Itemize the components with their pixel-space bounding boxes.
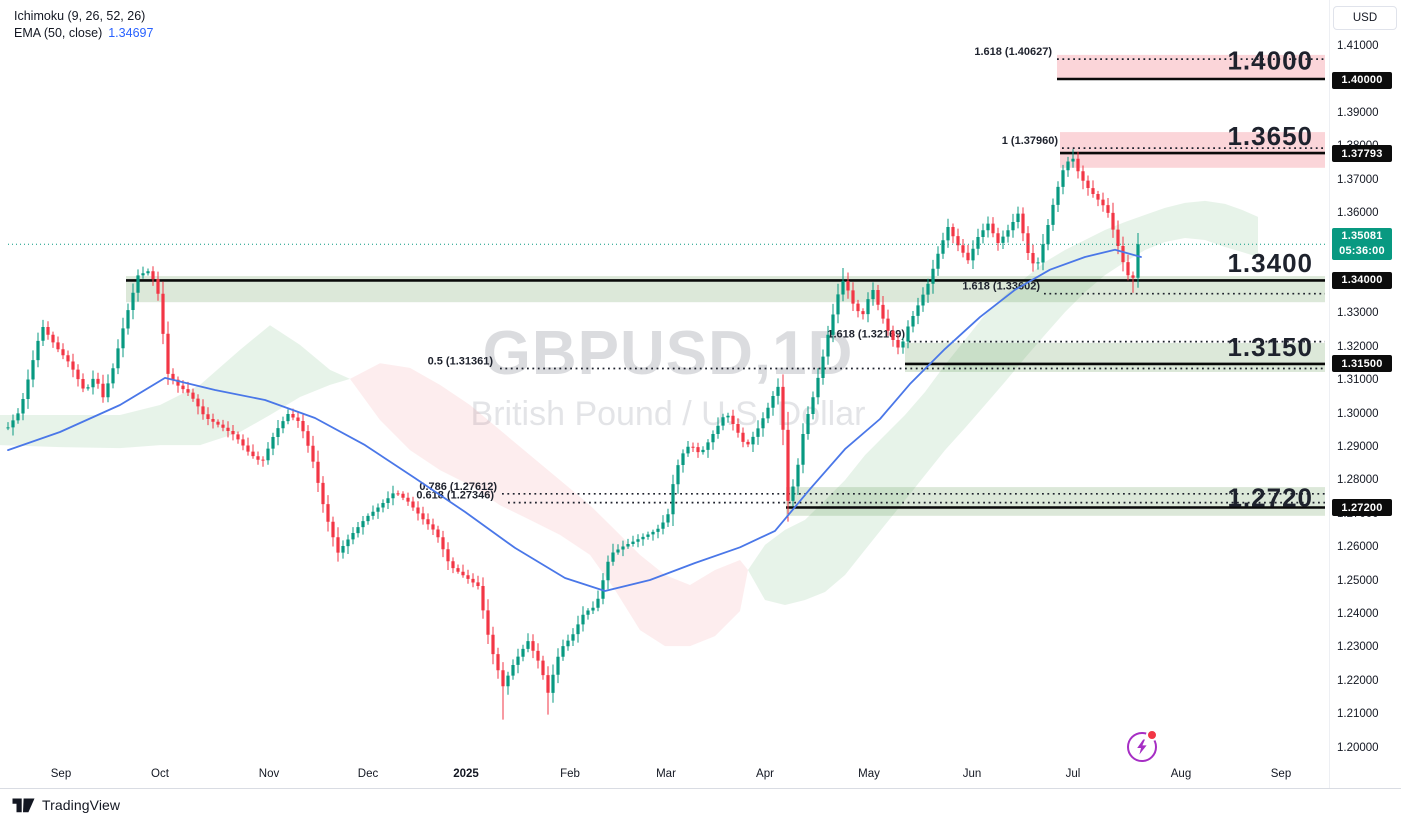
time-axis[interactable]: Sep Oct Nov Dec 2025 Feb Mar Apr May Jun Jul Aug Sep <box>0 762 1329 788</box>
last-price-tag: 1.35081 05:36:00 <box>1332 228 1392 261</box>
price-axis-label: 1.24000 <box>1337 607 1379 620</box>
alert-lightning-button[interactable] <box>1124 729 1160 765</box>
month-label-Sep: Sep <box>1270 768 1292 780</box>
price-axis[interactable]: USD 1.20000 1.21000 1.22000 1.23000 1.24000 1… <box>1329 0 1401 788</box>
month-label-Feb: Feb <box>560 768 580 780</box>
legend-ichimoku[interactable]: Ichimoku (9, 26, 52, 26) <box>14 8 153 25</box>
month-label-Mar: Mar <box>656 768 676 780</box>
price-tag-1.31500: 1.31500 <box>1332 355 1392 373</box>
zone-band-1.3150 <box>905 342 1325 372</box>
zone-label-1.3150: 1.3150 <box>1227 332 1313 362</box>
fib-label-1.33602: 1.618 (1.33602) <box>962 281 1040 293</box>
price-axis-label: 1.30000 <box>1337 407 1379 420</box>
month-label-Aug: Aug <box>1170 768 1192 780</box>
price-tag-1.40000: 1.40000 <box>1332 71 1392 89</box>
ema-label: EMA (50, close) <box>14 26 103 40</box>
fib-label-1.32169: 1.618 (1.32169) <box>827 329 905 341</box>
price-tag-1.37793: 1.37793 <box>1332 145 1392 163</box>
alert-red-dot <box>1146 729 1158 741</box>
zone-label-1.3400: 1.3400 <box>1227 248 1313 278</box>
fib-label-1.3796: 1 (1.37960) <box>1002 135 1059 147</box>
chart-plot-area[interactable]: GBPUSD,1D British Pound / U.S. Dollar 1.… <box>0 0 1329 788</box>
price-axis-label: 1.32000 <box>1337 340 1379 353</box>
bar-countdown: 05:36:00 <box>1339 245 1385 258</box>
tradingview-logo-icon <box>12 798 35 812</box>
price-axis-label: 1.28000 <box>1337 474 1379 487</box>
ema-value: 1.34697 <box>108 26 154 40</box>
zone-band-1.3650 <box>1060 132 1325 168</box>
zone-label-1.2720: 1.2720 <box>1227 483 1313 513</box>
zone-band-1.2720 <box>786 487 1325 516</box>
fib-label-1.27612: 0.786 (1.27612) <box>419 481 497 493</box>
fib-label-1.31361: 0.5 (1.31361) <box>428 356 494 368</box>
price-axis-label: 1.41000 <box>1337 40 1379 53</box>
price-tag-1.34000: 1.34000 <box>1332 271 1392 289</box>
price-axis-label: 1.37000 <box>1337 173 1379 186</box>
ichimoku-label: Ichimoku (9, 26, 52, 26) <box>14 9 146 23</box>
legend-ema[interactable]: EMA (50, close) 1.34697 <box>14 25 153 42</box>
month-label-Jul: Jul <box>1065 768 1081 780</box>
month-label-Apr: Apr <box>756 768 774 780</box>
price-axis-label: 1.31000 <box>1337 374 1379 387</box>
month-label-Sep: Sep <box>50 768 72 780</box>
price-axis-label: 1.26000 <box>1337 541 1379 554</box>
price-tag-1.27200: 1.27200 <box>1332 499 1392 517</box>
price-axis-label: 1.39000 <box>1337 106 1379 119</box>
zone-label-1.3650: 1.3650 <box>1227 121 1313 151</box>
price-axis-label: 1.22000 <box>1337 674 1379 687</box>
month-label-2025: 2025 <box>453 768 479 780</box>
ichimoku-cloud-green-2 <box>748 200 1258 605</box>
month-label-Oct: Oct <box>151 768 169 780</box>
lightning-icon <box>1127 732 1157 762</box>
zone-label-1.4000: 1.4000 <box>1227 46 1313 76</box>
ichimoku-cloud-green-0 <box>0 325 350 449</box>
month-label-May: May <box>858 768 880 780</box>
tradingview-logo[interactable]: TradingView <box>12 797 120 813</box>
footer-bar: TradingView <box>0 789 1401 824</box>
fib-label-1.27346: 0.618 (1.27346) <box>416 490 494 502</box>
tradingview-logo-text: TradingView <box>42 797 121 813</box>
price-axis-label: 1.36000 <box>1337 207 1379 220</box>
chart-canvas[interactable]: 1.618 (1.40627) 1 (1.37960) 1.618 (1.33602… <box>0 0 1329 788</box>
month-label-Jun: Jun <box>962 768 982 780</box>
indicator-legend: Ichimoku (9, 26, 52, 26) EMA (50, close)… <box>14 8 153 42</box>
last-price-value: 1.35081 <box>1341 230 1383 243</box>
axis-separator-line <box>0 788 1401 789</box>
month-label-Nov: Nov <box>258 768 280 780</box>
price-axis-label: 1.29000 <box>1337 440 1379 453</box>
month-label-Dec: Dec <box>357 768 379 780</box>
ichimoku-cloud-pink-1 <box>350 363 748 647</box>
ema-line <box>7 248 1142 592</box>
price-axis-label: 1.33000 <box>1337 307 1379 320</box>
price-axis-label: 1.20000 <box>1337 741 1379 754</box>
price-axis-label: 1.21000 <box>1337 708 1379 721</box>
fib-label-1.40627: 1.618 (1.40627) <box>974 46 1052 58</box>
price-axis-label: 1.23000 <box>1337 641 1379 654</box>
currency-toggle-button[interactable]: USD <box>1333 6 1397 30</box>
price-axis-label: 1.25000 <box>1337 574 1379 587</box>
